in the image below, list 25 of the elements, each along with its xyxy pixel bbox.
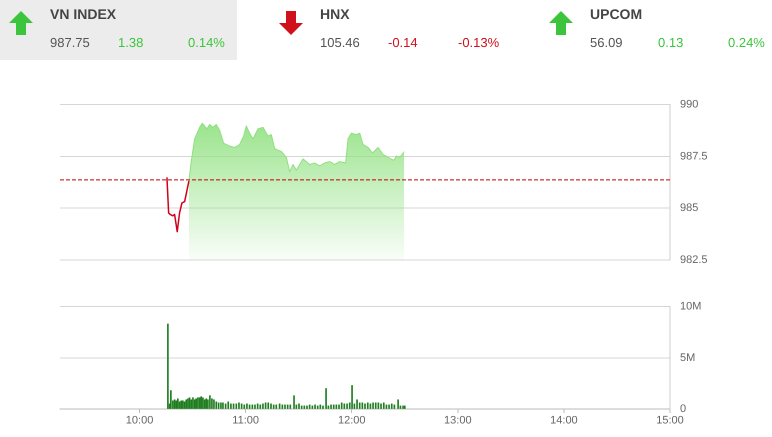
text: 0.14% [188,35,225,50]
text: 1.38 [118,35,144,50]
y-tick-label: 982.5 [680,254,708,266]
text: 105.46 [320,35,360,50]
text: HNX [320,6,350,22]
y-tick-label: 990 [680,98,698,111]
text: 0.24% [728,35,765,50]
text: 0.13 [658,35,684,50]
y-tick-label: 5M [680,352,696,364]
text: -0.13% [458,35,500,50]
y-tick-label: 987.5 [680,150,708,162]
text: 56.09 [590,35,623,50]
text: -0.14 [388,35,418,50]
text: UPCOM [590,6,642,22]
x-tick-label: 13:00 [444,414,472,427]
y-tick-label: 985 [680,202,698,214]
x-tick-label: 14:00 [550,414,578,427]
text: VN INDEX [50,6,116,22]
x-tick-label: 12:00 [338,414,366,427]
x-tick-label: 11:00 [232,414,260,427]
x-tick-label: 10:00 [126,414,154,427]
y-tick-label: 0 [680,403,686,416]
text: 987.75 [50,35,90,50]
y-tick-label: 10M [680,300,702,313]
x-tick-label: 15:00 [656,414,684,427]
